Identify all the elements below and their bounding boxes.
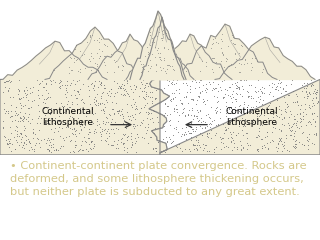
Polygon shape bbox=[148, 34, 232, 79]
Text: Continental
lithosphere: Continental lithosphere bbox=[42, 107, 94, 127]
Polygon shape bbox=[150, 49, 194, 79]
Polygon shape bbox=[45, 27, 145, 79]
Polygon shape bbox=[140, 17, 184, 79]
Text: • Continent-continent plate convergence. Rocks are
deformed, and some lithospher: • Continent-continent plate convergence.… bbox=[10, 161, 307, 197]
Polygon shape bbox=[149, 77, 320, 155]
Polygon shape bbox=[3, 41, 107, 79]
Polygon shape bbox=[88, 34, 172, 79]
Polygon shape bbox=[0, 77, 170, 155]
Polygon shape bbox=[173, 24, 277, 79]
Polygon shape bbox=[215, 37, 315, 79]
Text: Continental
lithosphere: Continental lithosphere bbox=[226, 107, 278, 127]
Polygon shape bbox=[126, 49, 170, 79]
Polygon shape bbox=[130, 11, 186, 79]
